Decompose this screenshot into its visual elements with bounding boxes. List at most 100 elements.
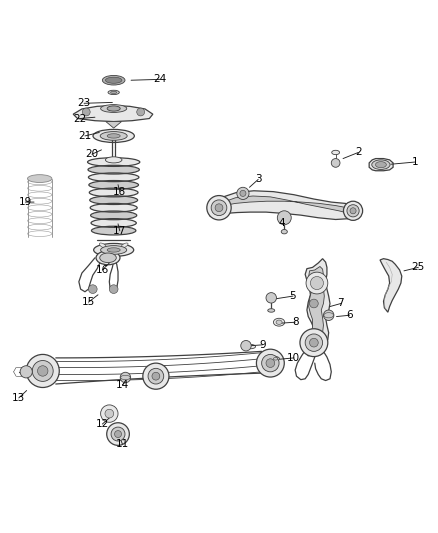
Circle shape <box>120 372 131 383</box>
Ellipse shape <box>100 253 116 263</box>
Ellipse shape <box>92 219 135 227</box>
Circle shape <box>266 359 275 367</box>
Circle shape <box>110 285 118 294</box>
Circle shape <box>137 108 145 116</box>
Circle shape <box>310 299 318 308</box>
Polygon shape <box>309 266 324 343</box>
Circle shape <box>211 200 227 215</box>
Ellipse shape <box>111 91 117 93</box>
Circle shape <box>256 349 284 377</box>
Text: 5: 5 <box>290 291 296 301</box>
Circle shape <box>143 363 169 389</box>
Circle shape <box>261 354 279 372</box>
Text: 6: 6 <box>346 310 353 320</box>
Circle shape <box>241 341 251 351</box>
Circle shape <box>310 338 318 347</box>
Ellipse shape <box>106 77 122 83</box>
Ellipse shape <box>91 204 136 212</box>
Text: 9: 9 <box>259 340 266 350</box>
Circle shape <box>148 368 164 384</box>
Circle shape <box>237 187 249 199</box>
Text: 2: 2 <box>355 148 362 157</box>
Ellipse shape <box>96 251 120 265</box>
Circle shape <box>240 190 246 197</box>
Text: 22: 22 <box>73 114 86 124</box>
Ellipse shape <box>101 246 127 254</box>
Circle shape <box>82 108 90 116</box>
Polygon shape <box>208 191 358 220</box>
Ellipse shape <box>107 106 120 111</box>
Circle shape <box>347 205 359 217</box>
Text: 25: 25 <box>412 262 425 272</box>
Text: 11: 11 <box>116 439 129 449</box>
Circle shape <box>331 158 340 167</box>
Circle shape <box>26 354 59 387</box>
Circle shape <box>105 409 114 418</box>
Circle shape <box>323 310 334 320</box>
Text: 8: 8 <box>292 317 298 327</box>
Circle shape <box>277 211 291 225</box>
Text: 20: 20 <box>85 149 99 159</box>
Ellipse shape <box>372 160 390 169</box>
Ellipse shape <box>90 189 137 197</box>
Ellipse shape <box>91 196 137 204</box>
Ellipse shape <box>375 161 386 168</box>
Ellipse shape <box>94 244 134 256</box>
Circle shape <box>107 423 129 446</box>
Polygon shape <box>305 259 330 356</box>
Ellipse shape <box>108 90 119 94</box>
Circle shape <box>20 366 32 378</box>
Text: 14: 14 <box>116 380 129 390</box>
Ellipse shape <box>281 230 287 234</box>
Circle shape <box>300 329 328 357</box>
Text: 16: 16 <box>96 265 109 275</box>
Ellipse shape <box>100 132 127 140</box>
Polygon shape <box>380 259 402 312</box>
Circle shape <box>115 431 121 438</box>
Ellipse shape <box>90 181 138 189</box>
Ellipse shape <box>89 166 138 174</box>
Text: 17: 17 <box>113 226 127 236</box>
Circle shape <box>32 360 53 382</box>
Text: 7: 7 <box>338 298 344 309</box>
Ellipse shape <box>268 309 275 312</box>
Text: 24: 24 <box>154 75 167 84</box>
Circle shape <box>311 277 323 289</box>
Text: 18: 18 <box>113 187 127 197</box>
Ellipse shape <box>99 243 106 248</box>
Text: 12: 12 <box>96 419 109 429</box>
Ellipse shape <box>106 157 122 163</box>
Circle shape <box>215 204 223 212</box>
Text: 10: 10 <box>287 353 300 363</box>
Ellipse shape <box>273 318 285 326</box>
Ellipse shape <box>121 243 128 248</box>
Text: 23: 23 <box>78 98 91 108</box>
Circle shape <box>266 293 276 303</box>
Circle shape <box>343 201 363 220</box>
Text: 4: 4 <box>279 218 286 228</box>
Circle shape <box>207 196 231 220</box>
Ellipse shape <box>107 134 120 138</box>
Ellipse shape <box>272 357 279 361</box>
Ellipse shape <box>28 175 52 182</box>
Circle shape <box>350 208 356 214</box>
Ellipse shape <box>93 130 134 142</box>
Ellipse shape <box>245 344 255 349</box>
Text: 1: 1 <box>412 157 418 167</box>
Ellipse shape <box>92 227 135 235</box>
Polygon shape <box>369 158 393 171</box>
Polygon shape <box>73 106 153 122</box>
Text: 3: 3 <box>255 174 261 184</box>
Ellipse shape <box>273 358 278 360</box>
Circle shape <box>305 334 322 351</box>
Circle shape <box>38 366 48 376</box>
Polygon shape <box>223 196 354 213</box>
Text: 19: 19 <box>19 197 32 207</box>
Circle shape <box>306 272 328 294</box>
Ellipse shape <box>332 150 339 155</box>
Polygon shape <box>106 122 121 128</box>
Text: 21: 21 <box>78 131 92 141</box>
Text: 15: 15 <box>82 297 95 307</box>
Ellipse shape <box>276 320 282 325</box>
Circle shape <box>101 405 118 422</box>
